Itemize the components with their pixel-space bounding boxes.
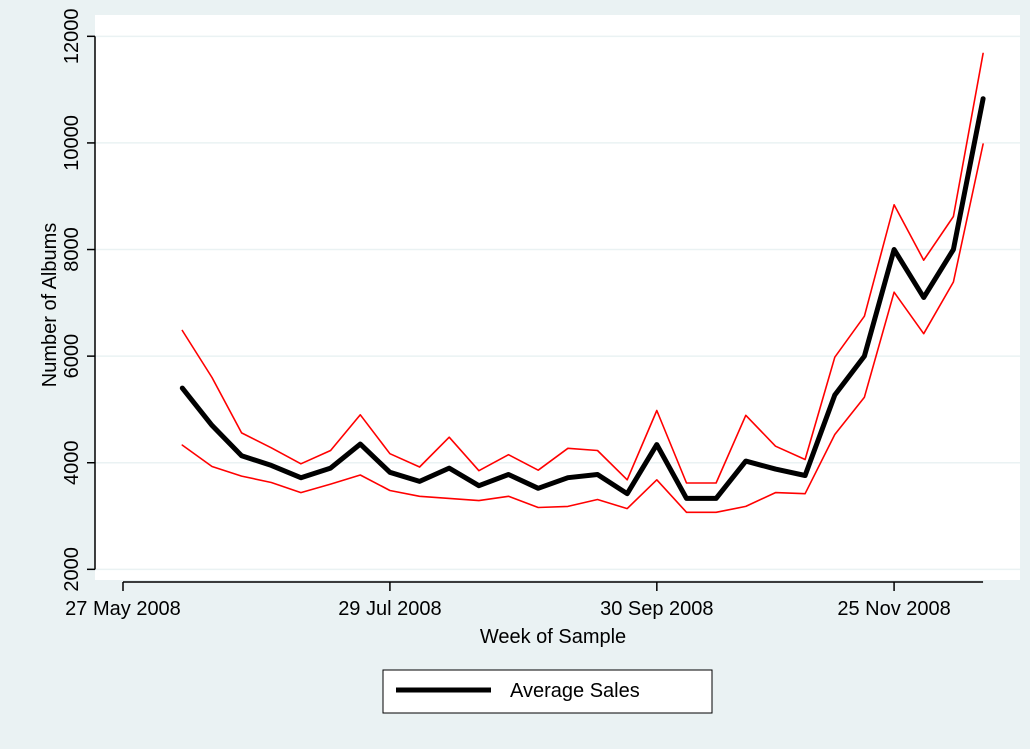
x-axis: 27 May 2008 29 Jul 2008 30 Sep 2008 25 Nov … [65, 581, 984, 620]
y-tick-label-10000: 10000 [61, 115, 83, 171]
y-tick-label-6000: 6000 [61, 334, 83, 379]
y-tick-label-12000: 12000 [61, 9, 83, 65]
y-axis: 2000 4000 6000 8000 10000 12000 [61, 9, 96, 592]
y-tick-label-4000: 4000 [61, 440, 83, 485]
x-axis-title: Week of Sample [480, 626, 626, 648]
series-line-mean [179, 96, 986, 501]
y-tick-label-2000: 2000 [61, 547, 83, 592]
series-layer [179, 52, 986, 514]
x-tick-label-3: 25 Nov 2008 [837, 598, 950, 620]
series-line-lower [181, 143, 984, 514]
legend-box [382, 669, 713, 714]
x-tick-label-0: 27 May 2008 [65, 598, 181, 620]
legend: Average Sales [382, 669, 713, 714]
series-line-upper [181, 52, 984, 484]
y-axis-title: Number of Albums [39, 223, 61, 388]
plot-area [95, 15, 1020, 580]
x-tick-label-2: 30 Sep 2008 [600, 598, 713, 620]
legend-label-average-sales: Average Sales [510, 680, 640, 702]
x-tick-label-1: 29 Jul 2008 [338, 598, 441, 620]
y-tick-label-8000: 8000 [61, 227, 83, 272]
